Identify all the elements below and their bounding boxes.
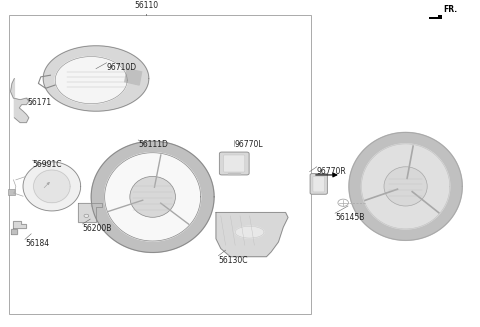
Polygon shape — [13, 221, 26, 228]
Text: 96770R: 96770R — [317, 167, 347, 176]
Text: 56991C: 56991C — [33, 160, 62, 169]
Polygon shape — [349, 132, 462, 240]
Ellipse shape — [384, 167, 427, 206]
Text: 56145B: 56145B — [335, 213, 364, 222]
Polygon shape — [228, 173, 240, 174]
FancyBboxPatch shape — [219, 152, 249, 175]
Polygon shape — [105, 153, 201, 241]
Text: 96710D: 96710D — [107, 63, 137, 72]
Text: 56130C: 56130C — [218, 256, 248, 265]
Text: 56171: 56171 — [28, 98, 52, 107]
Polygon shape — [91, 141, 214, 252]
Polygon shape — [11, 78, 29, 123]
Polygon shape — [11, 229, 17, 234]
FancyBboxPatch shape — [310, 174, 327, 194]
Bar — [9, 15, 311, 314]
Polygon shape — [361, 144, 450, 229]
Circle shape — [91, 204, 96, 207]
Polygon shape — [429, 15, 442, 19]
Text: 56184: 56184 — [25, 239, 49, 249]
Text: 56200B: 56200B — [83, 224, 112, 233]
Circle shape — [84, 214, 89, 217]
Text: FR.: FR. — [443, 5, 457, 14]
Polygon shape — [125, 69, 142, 85]
Polygon shape — [23, 162, 81, 211]
Polygon shape — [78, 203, 102, 222]
Text: 56111D: 56111D — [138, 140, 168, 149]
Polygon shape — [43, 46, 149, 111]
FancyBboxPatch shape — [224, 155, 245, 172]
Polygon shape — [55, 57, 127, 104]
FancyBboxPatch shape — [313, 176, 324, 192]
Text: 56110: 56110 — [134, 1, 158, 10]
Ellipse shape — [130, 176, 176, 217]
Bar — [8, 189, 15, 195]
Polygon shape — [235, 226, 264, 238]
Text: 96770L: 96770L — [234, 140, 263, 149]
Polygon shape — [216, 213, 288, 257]
Circle shape — [338, 199, 348, 206]
Polygon shape — [34, 170, 70, 203]
